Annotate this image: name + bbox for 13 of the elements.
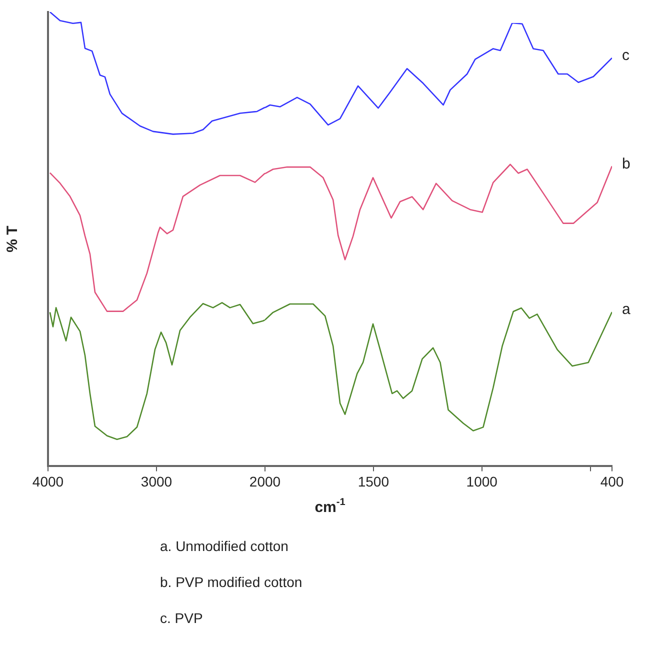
text: a. Unmodified cotton xyxy=(160,538,290,556)
y-axis-title: % T xyxy=(4,226,22,252)
text: b. PVP modified cotton xyxy=(160,574,302,592)
series-label: c xyxy=(622,47,630,64)
series-label: b xyxy=(622,155,630,172)
x-tick-label: 1500 xyxy=(358,473,390,490)
x-tick-label: 400 xyxy=(600,473,624,490)
text: c. PVP xyxy=(160,610,204,628)
x-tick-label: 1000 xyxy=(466,473,498,490)
series-label: a xyxy=(622,301,631,318)
x-tick-label: 2000 xyxy=(249,473,281,490)
x-tick-label: 4000 xyxy=(32,473,64,490)
x-tick-label: 3000 xyxy=(140,473,172,490)
